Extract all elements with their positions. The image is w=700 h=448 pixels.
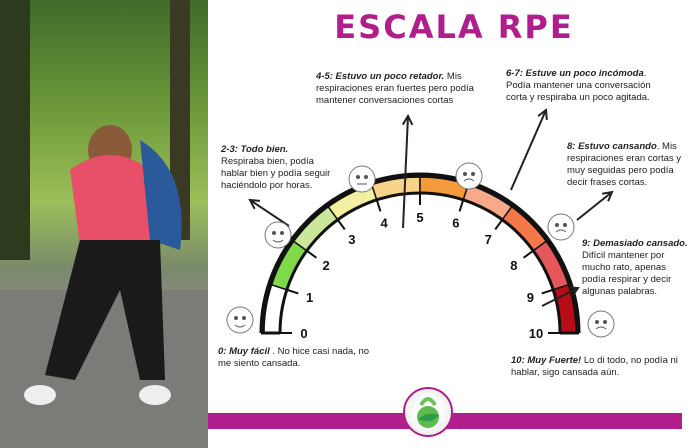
arrowhead-icon [401, 113, 414, 126]
page-title: ESCALA RPE [334, 8, 574, 46]
tick-label-0: 0 [300, 326, 307, 341]
note-body: Lo di todo, no podía ni hablar, sigo can… [511, 355, 678, 378]
note-6-7: 6-7: Estuve un poco incómoda. Podía mant… [506, 68, 656, 104]
face-icon [264, 221, 292, 249]
arrowhead-icon [567, 286, 580, 297]
face-eye [234, 316, 238, 320]
kettlebell-leaf-logo [403, 387, 453, 437]
arrow-line [249, 199, 290, 227]
tick-label-5: 5 [416, 210, 423, 225]
gauge-outer-rim [259, 172, 581, 334]
tick-3 [336, 219, 346, 231]
face-eye [356, 175, 360, 179]
face-eye [595, 320, 599, 324]
top [70, 155, 160, 245]
note-head: 8: Estuvo cansando [567, 141, 657, 152]
note-8: 8: Estuvo cansando. Mis respiraciones er… [567, 141, 687, 189]
face-mouth [463, 178, 475, 182]
arrowhead-icon [601, 190, 614, 202]
tick-4 [375, 199, 382, 212]
note-body: . Podía mantener una conversación corta … [506, 68, 651, 103]
tick-label-1: 1 [306, 290, 313, 305]
woman-resting-photo [0, 0, 208, 448]
face-icon [348, 165, 376, 193]
face-eye [603, 320, 607, 324]
note-10: 10: Muy Fuerte! Lo di todo, no podía ni … [511, 355, 681, 379]
face-icon [226, 306, 254, 334]
shoe [139, 385, 171, 405]
tick-8 [522, 249, 534, 259]
tree-trunk [170, 0, 190, 240]
photo-illustration [0, 0, 208, 448]
tick-label-9: 9 [527, 290, 534, 305]
tick-2 [306, 249, 318, 259]
note-4-5: 4-5: Estuvo un poco retador. Mis respira… [316, 71, 486, 107]
face-eye [463, 172, 467, 176]
arrow-line [510, 109, 547, 191]
face-eye [555, 223, 559, 227]
jacket [140, 140, 182, 250]
arrowhead-icon [248, 198, 261, 210]
note-9: 9: Demasiado cansado. Difícil mantener p… [582, 238, 690, 298]
tree-trunk [0, 0, 30, 260]
tick-9 [541, 288, 554, 295]
face-mouth [234, 324, 246, 328]
note-body: . Mis respiraciones eran cortas y muy se… [567, 141, 682, 188]
arrowhead-icon [537, 108, 548, 121]
face-mouth [555, 229, 567, 233]
face-mouth [272, 239, 284, 243]
arrow-line [541, 287, 579, 307]
note-2-3: 2-3: Todo bien. Respiraba bien, podía ha… [221, 144, 333, 192]
face-eye [364, 175, 368, 179]
note-head: 4-5: Estuvo un poco retador. [316, 71, 445, 82]
tick-label-4: 4 [381, 216, 389, 231]
tick-1 [286, 288, 299, 295]
tick-label-10: 10 [529, 326, 543, 341]
face-eye [563, 223, 567, 227]
note-body: Difícil mantener por mucho rato, apenas … [582, 250, 672, 297]
note-head: 9: Demasiado cansado. [582, 238, 688, 249]
face-eye [242, 316, 246, 320]
face-icon [587, 310, 615, 338]
arrow-line [402, 115, 409, 229]
face-icon [547, 213, 575, 241]
tick-7 [494, 219, 504, 231]
tick-label-8: 8 [510, 258, 517, 273]
face-eye [471, 172, 475, 176]
face-mouth [595, 326, 607, 330]
note-body: . No hice casi nada, no me siento cansad… [218, 346, 370, 369]
note-head: 2-3: Todo bien. [221, 144, 289, 155]
tick-6 [458, 199, 465, 212]
face-eye [280, 231, 284, 235]
tick-label-2: 2 [323, 258, 330, 273]
note-0: 0: Muy fácil . No hice casi nada, no me … [218, 346, 378, 370]
note-head: 10: Muy Fuerte! [511, 355, 582, 366]
note-body: Respiraba bien, podía hablar bien y podí… [221, 156, 331, 191]
tick-label-6: 6 [452, 216, 459, 231]
face-icon [455, 162, 483, 190]
note-head: 0: Muy fácil [218, 346, 270, 357]
arrow-line [576, 191, 613, 221]
face-eye [272, 231, 276, 235]
note-head: 6-7: Estuve un poco incómoda [506, 68, 644, 79]
kettlebell-icon [417, 397, 439, 428]
tick-label-7: 7 [485, 232, 492, 247]
leggings [45, 240, 165, 380]
note-body: Mis respiraciones eran fuertes pero podí… [316, 71, 474, 106]
tick-label-3: 3 [348, 232, 355, 247]
shoe [24, 385, 56, 405]
